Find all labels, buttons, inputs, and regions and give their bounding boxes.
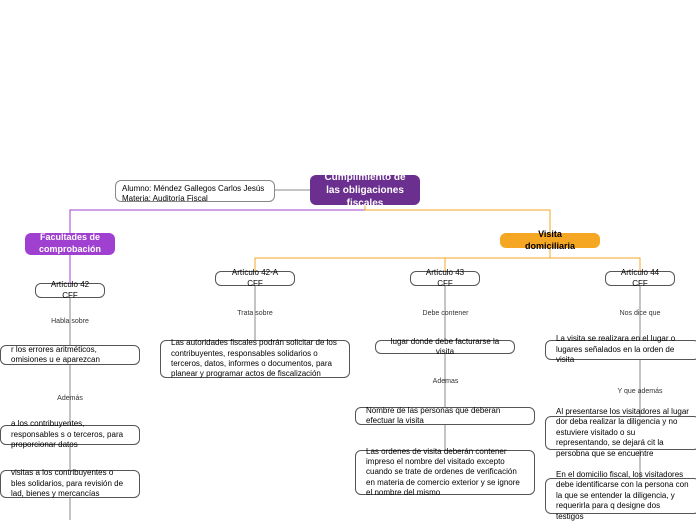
habla-label: Habla sobre [45,318,95,325]
info-line2: Materia: Auditoría Fiscal [122,194,208,204]
info-line1: Alumno: Méndez Gallegos Carlos Jesús [122,184,264,194]
art42-b3: visitas a los contribuyentes o bles soli… [0,470,140,498]
art42a-node: Artículo 42-A CFF [215,271,295,286]
facultades-node: Facultades de comprobación [25,233,115,255]
ademas1-label: Además [50,395,90,402]
facultades-title: Facultades de comprobación [35,232,105,255]
art43-b1: lugar donde debe facturarse la visita [375,340,515,354]
ademas43-label: Ademas [428,378,463,385]
art42a-text: Las autoridades fiscales podrán solicita… [160,340,350,378]
art42-text: Artículo 42 CFF [46,280,94,301]
art43-b3: Las ordenes de visita deberán contener i… [355,450,535,495]
debe-label: Debe contener [418,310,473,317]
art42-b2: a los contribuyentes, responsables s o t… [0,425,140,445]
art44-node: Artículo 44 CFF [605,271,675,286]
art44-b1: La visita se realizara en el lugar o lug… [545,340,696,360]
root-title: Cumplimiento de las obligaciones fiscale… [320,171,410,210]
visita-title: Visita domiciliaria [518,229,582,252]
info-box: Alumno: Méndez Gallegos Carlos Jesús Mat… [115,180,275,202]
trata-label: Trata sobre [235,310,275,317]
art43-b2: Nombre de las personas que deberan efect… [355,407,535,425]
art42-node: Artículo 42 CFF [35,283,105,298]
art44-b3: En el domicilio fiscal, los visitadores … [545,478,696,514]
root-node: Cumplimiento de las obligaciones fiscale… [310,175,420,205]
nos-label: Nos dice que [615,310,665,317]
visita-node: Visita domiciliaria [500,233,600,248]
yque-label: Y que además [615,388,665,395]
art44-b2: Al presentarse los visitadores al lugar … [545,416,696,450]
art42-b1: r los errores aritméticos, omisiones u e… [0,345,140,365]
art43-node: Artículo 43 CFF [410,271,480,286]
